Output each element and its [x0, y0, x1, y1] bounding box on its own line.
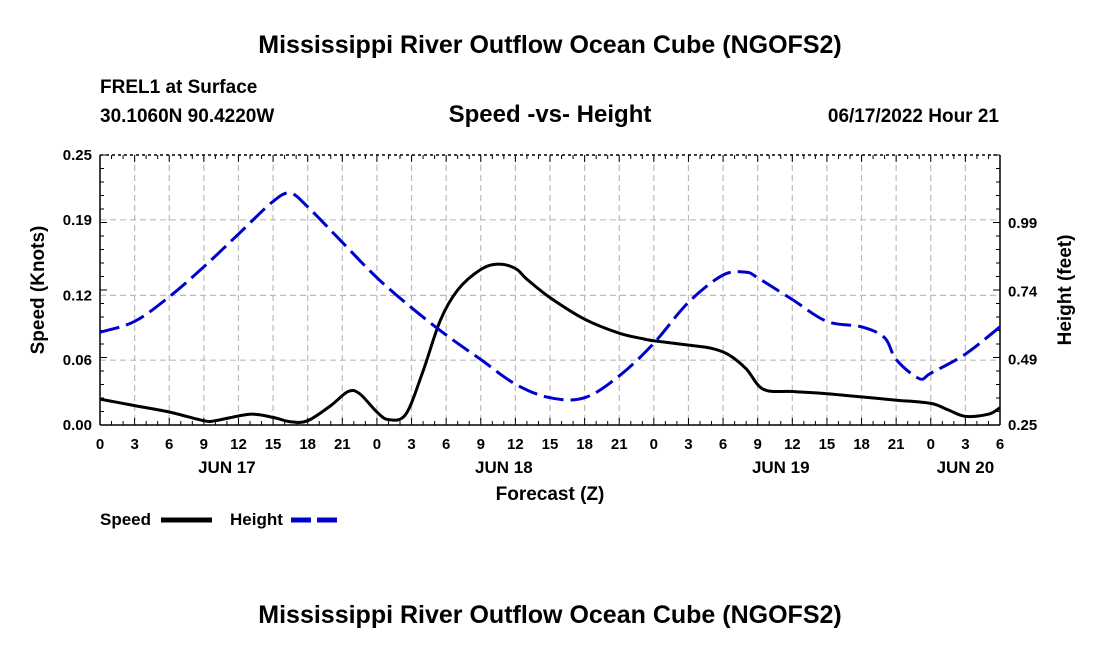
- station-coordinates: 30.1060N 90.4220W: [100, 106, 275, 127]
- x-tick-label: 18: [576, 436, 593, 453]
- chart-series: [99, 191, 1001, 424]
- x-day-label: JUN 18: [475, 458, 533, 477]
- x-tick-label: 9: [477, 436, 485, 453]
- legend-speed-label: Speed: [100, 510, 151, 529]
- x-day-label: JUN 17: [198, 458, 256, 477]
- height-series-line: [99, 191, 1001, 402]
- x-tick-label: 12: [784, 436, 801, 453]
- x-tick-label: 12: [507, 436, 524, 453]
- x-tick-label: 3: [961, 436, 969, 453]
- x-tick-label: 21: [888, 436, 905, 453]
- y2-tick-label: 0.49: [1008, 352, 1037, 369]
- footer-title: Mississippi River Outflow Ocean Cube (NG…: [258, 601, 842, 629]
- x-tick-label: 0: [96, 436, 104, 453]
- x-tick-label: 15: [542, 436, 559, 453]
- x-tick-label: 3: [407, 436, 415, 453]
- y-tick-label: 0.00: [63, 417, 92, 434]
- x-tick-label: 21: [334, 436, 351, 453]
- y-tick-label: 0.12: [63, 287, 92, 304]
- main-title: Mississippi River Outflow Ocean Cube (NG…: [258, 31, 842, 59]
- x-tick-label: 0: [927, 436, 935, 453]
- x-day-label: JUN 20: [937, 458, 995, 477]
- x-tick-label: 3: [130, 436, 138, 453]
- station-name: FREL1 at Surface: [100, 77, 258, 98]
- x-tick-label: 21: [611, 436, 628, 453]
- x-tick-label: 15: [819, 436, 836, 453]
- x-tick-label: 18: [853, 436, 870, 453]
- x-tick-label: 3: [684, 436, 692, 453]
- chart-ticks: 0 3 6 9 12 15 18 21 0 3 6 9 12 15 18 21 0 3 6 9 12 15 18 21 0 3 6J…: [63, 147, 1038, 477]
- x-tick-label: 6: [442, 436, 450, 453]
- forecast-datetime: 06/17/2022 Hour 21: [827, 106, 999, 127]
- y2-axis-label: Height (feet): [1055, 235, 1076, 346]
- y-tick-label: 0.06: [63, 352, 92, 369]
- x-tick-label: 6: [719, 436, 727, 453]
- chart-legend: Speed Height: [100, 510, 343, 529]
- x-tick-label: 0: [650, 436, 658, 453]
- x-tick-label: 9: [200, 436, 208, 453]
- x-tick-label: 6: [996, 436, 1004, 453]
- chart-grid: [100, 155, 1000, 425]
- x-day-label: JUN 19: [752, 458, 810, 477]
- legend-height-label: Height: [230, 510, 283, 529]
- plot-title: Speed -vs- Height: [448, 101, 652, 128]
- x-axis-label: Forecast (Z): [496, 484, 605, 505]
- y-axis-label: Speed (Knots): [28, 226, 49, 355]
- x-tick-label: 9: [754, 436, 762, 453]
- x-tick-label: 12: [230, 436, 247, 453]
- y2-tick-label: 0.74: [1008, 283, 1038, 300]
- y-tick-label: 0.19: [63, 212, 92, 229]
- x-tick-label: 0: [373, 436, 381, 453]
- y-tick-label: 0.25: [63, 147, 92, 164]
- x-tick-label: 15: [265, 436, 282, 453]
- y2-tick-label: 0.25: [1008, 417, 1037, 434]
- y2-tick-label: 0.99: [1008, 215, 1037, 232]
- x-tick-label: 18: [299, 436, 316, 453]
- x-tick-label: 6: [165, 436, 173, 453]
- speed-series-line: [99, 262, 1001, 424]
